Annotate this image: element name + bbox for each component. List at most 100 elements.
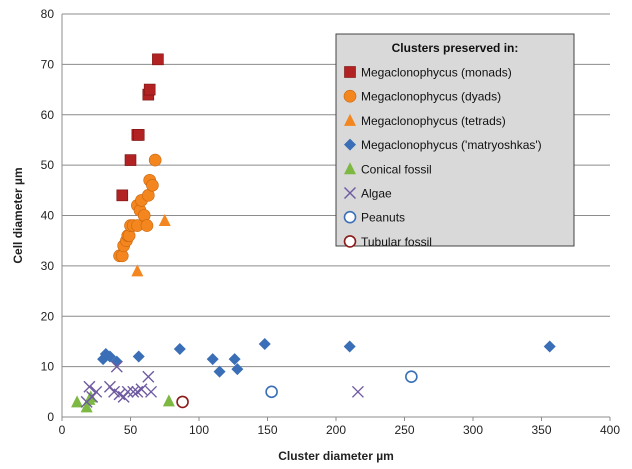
data-point [343, 340, 356, 353]
data-point [145, 385, 158, 398]
marker-stroke [351, 385, 364, 398]
data-point [110, 360, 123, 373]
data-point [90, 385, 103, 398]
data-point [116, 189, 129, 202]
x-tick-label: 100 [189, 423, 209, 437]
data-points [71, 53, 556, 413]
data-point [351, 385, 364, 398]
marker-stroke [121, 385, 134, 398]
data-point [173, 342, 186, 355]
x-tick-label: 300 [463, 423, 483, 437]
data-point [143, 83, 156, 96]
series-2 [131, 214, 171, 277]
legend-marker [344, 113, 356, 126]
x-tick-label: 400 [600, 423, 620, 437]
data-point [148, 153, 162, 167]
data-point [213, 365, 226, 378]
marker-stroke [83, 380, 96, 393]
legend-label: Megaclonophycus (dyads) [361, 90, 501, 104]
data-point [265, 385, 278, 399]
legend-marker [344, 187, 356, 199]
legend-label: Algae [361, 187, 392, 201]
marker-stroke [344, 187, 356, 199]
marker-stroke [142, 370, 155, 383]
legend-item: Tubular fossil [343, 235, 432, 249]
marker-stroke [110, 360, 123, 373]
x-axis-title: Cluster diameter µm [278, 449, 394, 463]
legend-item: Algae [344, 187, 392, 201]
legend-item: Megaclonophycus ('matryoshkas') [344, 138, 542, 152]
y-tick-label: 60 [41, 108, 55, 122]
x-tick-label: 350 [531, 423, 551, 437]
legend-item: Peanuts [343, 210, 405, 225]
legend-marker [343, 210, 357, 224]
legend-label: Megaclonophycus ('matryoshkas') [361, 138, 542, 152]
data-point [231, 363, 244, 376]
marker-stroke [90, 385, 103, 398]
legend-item: Megaclonophycus (dyads) [343, 89, 501, 104]
series-0 [116, 53, 164, 202]
axes [61, 14, 611, 421]
series-1 [113, 153, 162, 263]
marker-stroke [135, 383, 148, 396]
series-3 [97, 337, 556, 378]
x-tick-label: 50 [124, 423, 138, 437]
legend-marker [344, 66, 356, 78]
x-tick-labels: 0 50 100 150 200 250 300 350 400 [59, 423, 621, 437]
marker-stroke [127, 385, 140, 398]
y-tick-label: 30 [41, 259, 55, 273]
legend-label: Megaclonophycus (monads) [361, 66, 512, 80]
data-point [71, 395, 84, 408]
legend-marker [344, 138, 356, 151]
data-point [158, 214, 171, 227]
data-point [135, 383, 148, 396]
legend-label: Megaclonophycus (tetrads) [361, 114, 506, 128]
data-point [146, 178, 159, 192]
data-point [132, 350, 145, 363]
legend-label: Conical fossil [361, 162, 432, 176]
data-point [121, 385, 134, 398]
x-tick-label: 150 [257, 423, 277, 437]
series-7 [176, 395, 189, 409]
y-axis-title: Cell diameter µm [11, 167, 25, 263]
legend-marker [343, 89, 357, 103]
y-tick-labels: 0 10 20 30 40 50 60 70 80 [41, 7, 55, 424]
legend-marker [344, 162, 356, 175]
data-point [258, 337, 271, 350]
y-tick-label: 20 [41, 309, 55, 323]
legend-item: Megaclonophycus (monads) [344, 66, 512, 80]
series-6 [265, 370, 418, 399]
x-tick-label: 0 [59, 423, 66, 437]
data-point [132, 129, 145, 141]
marker-stroke [113, 388, 126, 401]
legend-item: Megaclonophycus (tetrads) [344, 113, 506, 128]
data-point [176, 395, 189, 409]
y-tick-label: 10 [41, 360, 55, 374]
y-tick-label: 80 [41, 7, 55, 21]
legend-marker [343, 235, 357, 248]
legend-label: Peanuts [361, 211, 405, 225]
legend-item: Conical fossil [344, 162, 432, 176]
series-5 [80, 360, 364, 408]
legend-label: Tubular fossil [361, 235, 432, 249]
data-point [124, 154, 137, 166]
data-point [127, 385, 140, 398]
y-tick-label: 70 [41, 57, 55, 71]
data-point [206, 353, 219, 366]
x-tick-label: 200 [326, 423, 346, 437]
data-point [131, 264, 144, 277]
marker-stroke [145, 385, 158, 398]
data-point [142, 370, 155, 383]
data-point [152, 53, 164, 66]
legend-items: Megaclonophycus (monads) Megaclonophycus … [343, 66, 542, 249]
data-point [543, 340, 556, 353]
legend-box [335, 33, 575, 247]
data-point [228, 353, 241, 366]
data-point [80, 400, 93, 413]
y-tick-label: 40 [41, 209, 55, 223]
marker-stroke [108, 385, 121, 398]
data-point [140, 219, 154, 232]
data-point [162, 394, 175, 407]
legend: Clusters preserved in: Megaclonophycus (… [335, 33, 575, 249]
